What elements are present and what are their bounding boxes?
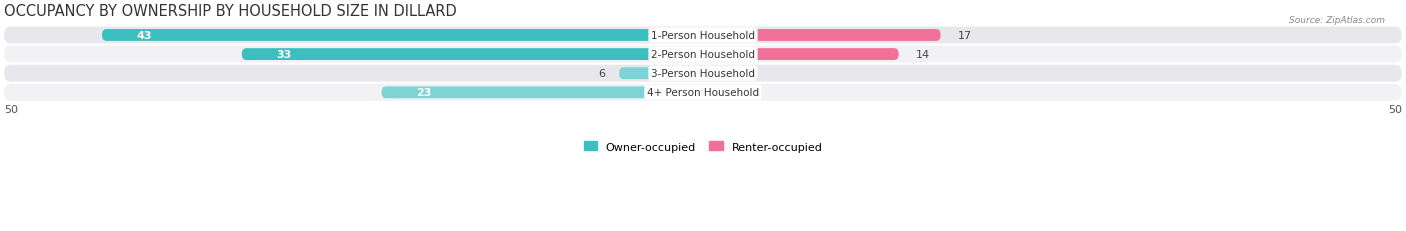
Text: 4+ Person Household: 4+ Person Household xyxy=(647,88,759,98)
Text: 2-Person Household: 2-Person Household xyxy=(651,50,755,60)
Text: 43: 43 xyxy=(136,31,152,41)
Text: 0: 0 xyxy=(720,69,727,79)
Text: 50: 50 xyxy=(1388,105,1402,115)
Text: 1-Person Household: 1-Person Household xyxy=(651,31,755,41)
Text: 3-Person Household: 3-Person Household xyxy=(651,69,755,79)
FancyBboxPatch shape xyxy=(103,30,703,42)
FancyBboxPatch shape xyxy=(4,66,1402,82)
Text: Source: ZipAtlas.com: Source: ZipAtlas.com xyxy=(1289,16,1385,25)
Text: 23: 23 xyxy=(416,88,432,98)
FancyBboxPatch shape xyxy=(619,68,703,80)
FancyBboxPatch shape xyxy=(703,49,898,61)
Legend: Owner-occupied, Renter-occupied: Owner-occupied, Renter-occupied xyxy=(579,137,827,156)
FancyBboxPatch shape xyxy=(4,46,1402,63)
FancyBboxPatch shape xyxy=(703,30,941,42)
Text: 14: 14 xyxy=(915,50,929,60)
FancyBboxPatch shape xyxy=(381,87,703,99)
FancyBboxPatch shape xyxy=(242,49,703,61)
Text: 6: 6 xyxy=(598,69,605,79)
Text: 17: 17 xyxy=(957,31,972,41)
FancyBboxPatch shape xyxy=(4,85,1402,101)
Text: 50: 50 xyxy=(4,105,18,115)
Text: OCCUPANCY BY OWNERSHIP BY HOUSEHOLD SIZE IN DILLARD: OCCUPANCY BY OWNERSHIP BY HOUSEHOLD SIZE… xyxy=(4,4,457,19)
Text: 0: 0 xyxy=(720,88,727,98)
FancyBboxPatch shape xyxy=(4,27,1402,44)
Text: 33: 33 xyxy=(277,50,292,60)
